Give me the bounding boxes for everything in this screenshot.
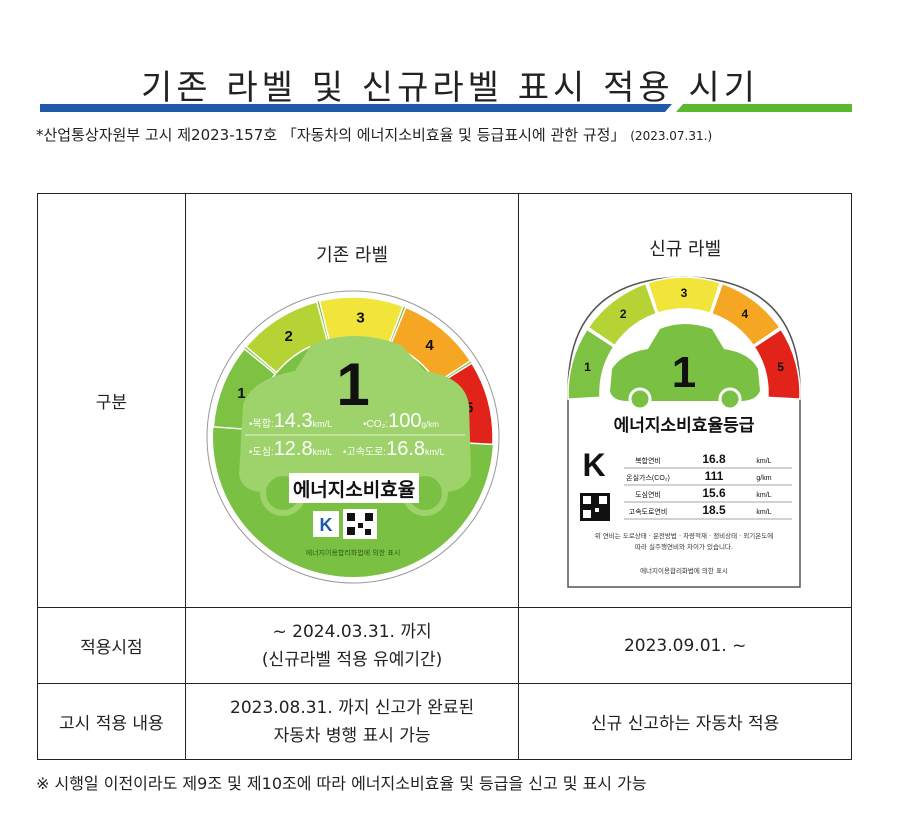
footnote: ※ 시행일 이전이라도 제9조 및 제10조에 따라 에너지소비효율 및 등급을… bbox=[36, 774, 647, 793]
new-scale-label-2: 2 bbox=[620, 306, 627, 320]
new-row-value: 15.6 bbox=[703, 486, 727, 500]
new-row-unit: km/L bbox=[757, 458, 772, 465]
old-notice-line-2: 자동차 병행 표시 가능 bbox=[273, 725, 431, 746]
title-underline-blue bbox=[40, 104, 672, 112]
co2-label: •CO₂: bbox=[363, 419, 388, 430]
old-notice-cell: 2023.08.31. 까지 신고가 완료된 자동차 병행 표시 가능 bbox=[184, 683, 520, 760]
svg-text:•고속도로:16.8km/L: •고속도로:16.8km/L bbox=[343, 438, 445, 460]
new-row-name: 복합연비 bbox=[635, 456, 661, 465]
new-label-disclaimer-2: 따라 실주행연비와 차이가 있습니다. bbox=[635, 542, 733, 551]
combined-value: 14.3 bbox=[273, 410, 312, 432]
svg-text:K: K bbox=[319, 515, 332, 535]
table-row: 고시 적용 내용 2023.08.31. 까지 신고가 완료된 자동차 병행 표… bbox=[37, 683, 852, 760]
old-scale-label-2: 2 bbox=[284, 327, 292, 344]
kc-mark-icon: K bbox=[312, 510, 339, 537]
old-apply-line-1: ~ 2024.03.31. 까지 bbox=[272, 621, 432, 642]
highway-label: •고속도로: bbox=[343, 446, 386, 458]
new-scale-segment-1 bbox=[567, 327, 616, 400]
new-row-value: 16.8 bbox=[703, 452, 727, 466]
qr-code-icon bbox=[342, 508, 377, 539]
new-row-unit: km/L bbox=[757, 509, 772, 516]
svg-text:K: K bbox=[583, 447, 606, 483]
new-label-footer: 에너지이용합리화법에 의한 표시 bbox=[640, 566, 728, 575]
kc-mark-icon: K bbox=[583, 447, 606, 483]
old-scale-label-1: 1 bbox=[237, 385, 245, 402]
new-apply-date-cell: 2023.09.01. ~ bbox=[518, 607, 852, 684]
new-scale-segment-2 bbox=[587, 282, 658, 347]
regulation-text: *산업통상자원부 고시 제2023-157호 「자동차의 에너지소비효율 및 등… bbox=[36, 126, 626, 144]
new-row-name: 온실가스(CO₂) bbox=[627, 473, 671, 482]
table-row: 구분 기존 라벨 1 2 3 4 5 1 bbox=[37, 193, 852, 608]
highway-value: 16.8 bbox=[386, 438, 425, 460]
highway-unit: km/L bbox=[425, 447, 445, 457]
old-grade-scale: 1 2 3 4 5 bbox=[212, 295, 494, 445]
new-energy-label: 1 2 3 4 5 1 에너지소비효율등급 K bbox=[567, 275, 802, 588]
old-apply-date-cell: ~ 2024.03.31. 까지 (신규라벨 적용 유예기간) bbox=[184, 607, 520, 684]
old-notice-line-1: 2023.08.31. 까지 신고가 완료된 bbox=[230, 697, 475, 718]
new-label-disclaimer-1: 위 연비는 도로상태 · 운전방법 · 차량적재 · 정비상태 · 외기온도에 bbox=[595, 531, 773, 540]
new-label-cell: 신규 라벨 1 2 3 4 5 1 에너지소비효율등급 K bbox=[518, 193, 852, 608]
city-label: •도심: bbox=[249, 446, 274, 458]
new-row-value: 18.5 bbox=[703, 503, 727, 517]
new-row-unit: g/km bbox=[757, 475, 772, 482]
new-row-name: 도심연비 bbox=[635, 490, 661, 499]
row-label-notice: 고시 적용 내용 bbox=[37, 683, 186, 760]
new-row-unit: km/L bbox=[757, 492, 772, 499]
svg-text:•CO₂:100g/km: •CO₂:100g/km bbox=[363, 410, 439, 432]
co2-value: 100 bbox=[388, 410, 421, 432]
old-label-title: 에너지소비효율 bbox=[293, 479, 415, 501]
combined-unit: km/L bbox=[312, 419, 332, 429]
old-grade-number: 1 bbox=[336, 351, 369, 418]
svg-text:•복합:14.3km/L: •복합:14.3km/L bbox=[249, 410, 332, 432]
new-scale-segment-4 bbox=[711, 282, 782, 347]
car-silhouette-icon bbox=[610, 323, 761, 410]
city-unit: km/L bbox=[312, 447, 332, 457]
new-scale-label-3: 3 bbox=[681, 286, 688, 300]
new-scale-label-4: 4 bbox=[742, 306, 749, 320]
new-notice-cell: 신규 신고하는 자동차 적용 bbox=[518, 683, 852, 760]
new-label-table: 복합연비 16.8 km/L 온실가스(CO₂) 111 g/km 도심연비 15.6 km/L… bbox=[624, 452, 793, 519]
new-label-title: 에너지소비효율등급 bbox=[614, 416, 755, 436]
city-value: 12.8 bbox=[273, 438, 312, 460]
qr-code-icon bbox=[580, 492, 611, 521]
new-scale-label-1: 1 bbox=[584, 360, 591, 374]
car-silhouette-icon bbox=[238, 335, 471, 516]
label-schedule-table: 구분 기존 라벨 1 2 3 4 5 1 bbox=[37, 193, 852, 760]
old-scale-label-4: 4 bbox=[425, 336, 434, 353]
title-underline-green bbox=[676, 104, 852, 112]
new-grade-number: 1 bbox=[672, 348, 696, 397]
new-label-header: 신규 라벨 bbox=[649, 238, 722, 260]
row-label-apply-date: 적용시점 bbox=[37, 607, 186, 684]
old-scale-label-3: 3 bbox=[356, 309, 364, 326]
old-scale-segment-2 bbox=[244, 300, 328, 374]
new-row-value: 111 bbox=[705, 469, 724, 483]
page-title: 기존 라벨 및 신규라벨 표시 적용 시기 bbox=[140, 68, 760, 108]
new-scale-label-5: 5 bbox=[778, 360, 785, 374]
old-scale-label-5: 5 bbox=[465, 399, 473, 416]
regulation-date: (2023.07.31.) bbox=[630, 129, 713, 143]
row-label-category: 구분 bbox=[37, 193, 186, 608]
new-grade-scale: 1 2 3 4 5 bbox=[567, 275, 802, 400]
new-scale-segment-3 bbox=[647, 275, 722, 314]
regulation-notice: *산업통상자원부 고시 제2023-157호 「자동차의 에너지소비효율 및 등… bbox=[36, 124, 712, 145]
old-label-header: 기존 라벨 bbox=[316, 244, 389, 266]
svg-text:•도심:12.8km/L: •도심:12.8km/L bbox=[249, 438, 332, 460]
new-row-name: 고속도로연비 bbox=[629, 507, 668, 516]
co2-unit: g/km bbox=[421, 420, 439, 429]
table-row: 적용시점 ~ 2024.03.31. 까지 (신규라벨 적용 유예기간) 202… bbox=[37, 607, 852, 684]
old-label-footer: 에너지이용합리화법에 의한 표시 bbox=[305, 548, 400, 557]
old-apply-line-2: (신규라벨 적용 유예기간) bbox=[261, 649, 443, 670]
combined-label: •복합: bbox=[249, 418, 274, 430]
new-scale-segment-5 bbox=[753, 327, 802, 400]
